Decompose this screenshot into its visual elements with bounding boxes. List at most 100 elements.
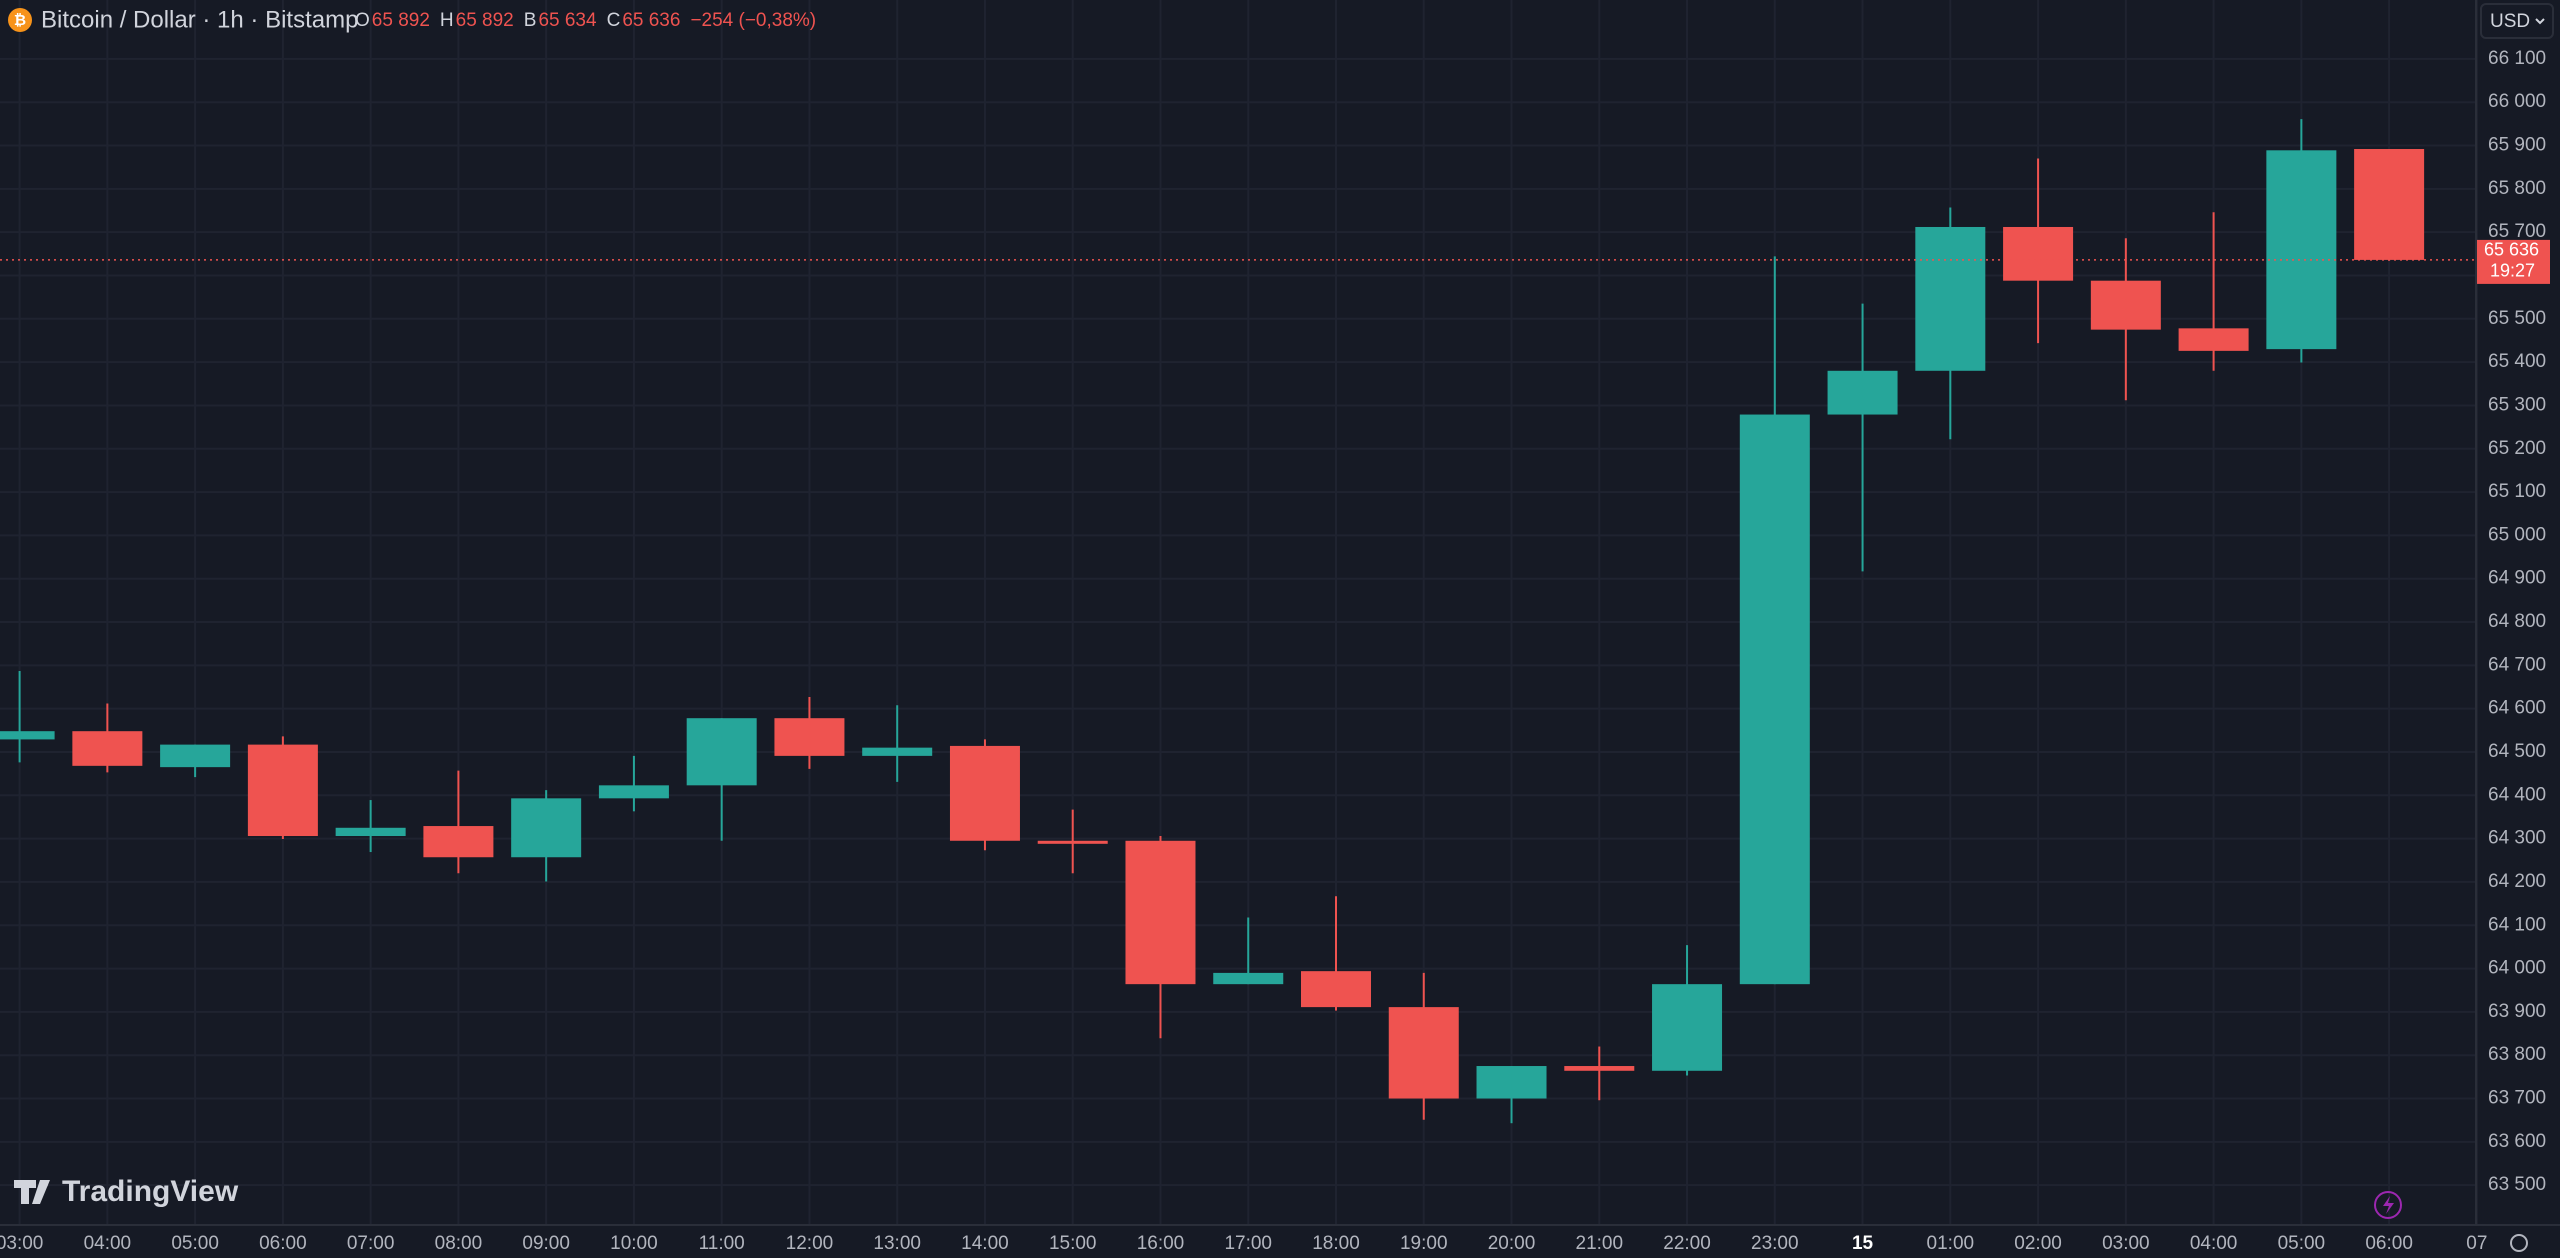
legend-value: 65 892 bbox=[372, 10, 430, 31]
candles bbox=[0, 119, 2476, 1124]
last-price-badge bbox=[2477, 239, 2550, 284]
candle-body bbox=[0, 731, 55, 740]
legend-change: −254 (−0,38%) bbox=[690, 10, 816, 31]
y-tick-label: 63 600 bbox=[2488, 1131, 2546, 1152]
y-tick-label: 64 000 bbox=[2488, 958, 2546, 979]
x-tick-label: 06:00 bbox=[2365, 1233, 2413, 1254]
candle-body bbox=[247, 744, 318, 837]
y-tick-label: 64 100 bbox=[2488, 914, 2546, 935]
legend-key: H bbox=[440, 10, 454, 31]
currency-label[interactable]: USD bbox=[2490, 11, 2530, 32]
x-tick-label: 14:00 bbox=[961, 1233, 1009, 1254]
candle-body bbox=[160, 744, 231, 768]
candle-body bbox=[774, 718, 845, 756]
x-tick-label: 10:00 bbox=[610, 1233, 658, 1254]
x-tick-label: 18:00 bbox=[1312, 1233, 1360, 1254]
y-tick-label: 64 600 bbox=[2488, 698, 2546, 719]
candle-body bbox=[598, 785, 669, 799]
y-tick-label: 65 300 bbox=[2488, 394, 2546, 415]
y-tick-label: 63 700 bbox=[2488, 1088, 2546, 1109]
legend-value: 65 634 bbox=[538, 10, 597, 31]
candle-body bbox=[72, 731, 143, 766]
candle-body bbox=[862, 747, 933, 756]
x-tick-label: 15:00 bbox=[1049, 1233, 1097, 1254]
currency-caret bbox=[2535, 18, 2545, 25]
grid bbox=[0, 0, 2478, 1225]
candle-body bbox=[1476, 1066, 1547, 1099]
legend-key: O bbox=[355, 10, 370, 31]
x-tick-label: 12:00 bbox=[786, 1233, 834, 1254]
candle-body bbox=[1388, 1007, 1459, 1099]
x-tick-label: 13:00 bbox=[873, 1233, 921, 1254]
x-tick-label: 23:00 bbox=[1751, 1233, 1799, 1254]
y-tick-label: 63 800 bbox=[2488, 1044, 2546, 1065]
x-tick-label: 06:00 bbox=[259, 1233, 307, 1254]
legend-key: B bbox=[524, 10, 537, 31]
lightning-icon bbox=[2383, 1196, 2394, 1214]
y-tick-label: 64 700 bbox=[2488, 654, 2546, 675]
lightning-button[interactable] bbox=[2374, 1191, 2402, 1219]
y-tick-label: 64 500 bbox=[2488, 741, 2546, 762]
logo-text: TradingView bbox=[62, 1175, 239, 1208]
y-tick-label: 65 100 bbox=[2488, 481, 2546, 502]
y-tick-label: 63 900 bbox=[2488, 1001, 2546, 1022]
x-tick-label: 08:00 bbox=[435, 1233, 483, 1254]
legend-value: 65 892 bbox=[456, 10, 514, 31]
candle-body bbox=[1301, 971, 1371, 1008]
x-tick-label: 05:00 bbox=[171, 1233, 219, 1254]
y-tick-label: 65 200 bbox=[2488, 438, 2546, 459]
y-tick-label: 65 000 bbox=[2488, 524, 2546, 545]
candle-body bbox=[1827, 370, 1898, 415]
candle-body bbox=[335, 827, 406, 837]
x-tick-label: 22:00 bbox=[1663, 1233, 1711, 1254]
candle-body bbox=[2266, 150, 2337, 350]
x-tick-label: 17:00 bbox=[1224, 1233, 1272, 1254]
last-price-label: 65 636 bbox=[2484, 240, 2539, 260]
symbol-title[interactable]: Bitcoin / Dollar · 1h · Bitstamp bbox=[41, 6, 358, 33]
candle-body bbox=[1213, 972, 1284, 985]
y-tick-label: 65 700 bbox=[2488, 221, 2546, 242]
x-tick-label: 21:00 bbox=[1576, 1233, 1624, 1254]
y-tick-label: 63 500 bbox=[2488, 1174, 2546, 1195]
x-tick-label: 16:00 bbox=[1137, 1233, 1185, 1254]
y-tick-label: 65 900 bbox=[2488, 135, 2546, 156]
currency-button[interactable] bbox=[2480, 3, 2554, 39]
x-tick-label: 20:00 bbox=[1488, 1233, 1536, 1254]
candle-body bbox=[1125, 840, 1196, 985]
candle-body bbox=[1037, 840, 1108, 844]
logo: TradingView bbox=[14, 1175, 239, 1208]
x-tick-label: 02:00 bbox=[2014, 1233, 2062, 1254]
y-tick-label: 64 400 bbox=[2488, 784, 2546, 805]
x-tick-label: 03:00 bbox=[0, 1233, 43, 1254]
candle-body bbox=[2090, 280, 2161, 330]
axes: 63 500 63 600 63 700 63 800 63 900 64 000 64 1… bbox=[0, 48, 2550, 1254]
candle-body bbox=[1915, 226, 1986, 371]
candle-body bbox=[423, 826, 494, 858]
candle-body bbox=[2354, 149, 2425, 260]
x-tick-label: 07:00 bbox=[347, 1233, 395, 1254]
legend-key: C bbox=[607, 10, 621, 31]
candle-body bbox=[686, 718, 757, 786]
y-tick-label: 64 200 bbox=[2488, 871, 2546, 892]
x-tick-label: 15 bbox=[1852, 1233, 1874, 1254]
countdown-label: 19:27 bbox=[2490, 261, 2535, 281]
x-tick-label: 11:00 bbox=[699, 1233, 745, 1254]
logo-dot bbox=[40, 1180, 48, 1188]
legend-value: 65 636 bbox=[622, 10, 680, 31]
candle-body bbox=[1652, 984, 1723, 1071]
candle-body bbox=[511, 798, 582, 858]
x-tick-label: 05:00 bbox=[2278, 1233, 2326, 1254]
x-tick-label: 09:00 bbox=[522, 1233, 570, 1254]
settings-button[interactable] bbox=[2510, 1234, 2528, 1252]
y-tick-label: 66 100 bbox=[2488, 48, 2546, 69]
ohlc-legend: O 65 892 H 65 892 B 65 634 C 65 636 −254 (−0,38%… bbox=[355, 10, 816, 31]
x-tick-label: 04:00 bbox=[2190, 1233, 2238, 1254]
y-tick-label: 65 800 bbox=[2488, 178, 2546, 199]
candle-body bbox=[2178, 328, 2249, 351]
y-tick-label: 64 900 bbox=[2488, 568, 2546, 589]
y-tick-label: 65 500 bbox=[2488, 308, 2546, 329]
y-tick-label: 64 800 bbox=[2488, 611, 2546, 632]
